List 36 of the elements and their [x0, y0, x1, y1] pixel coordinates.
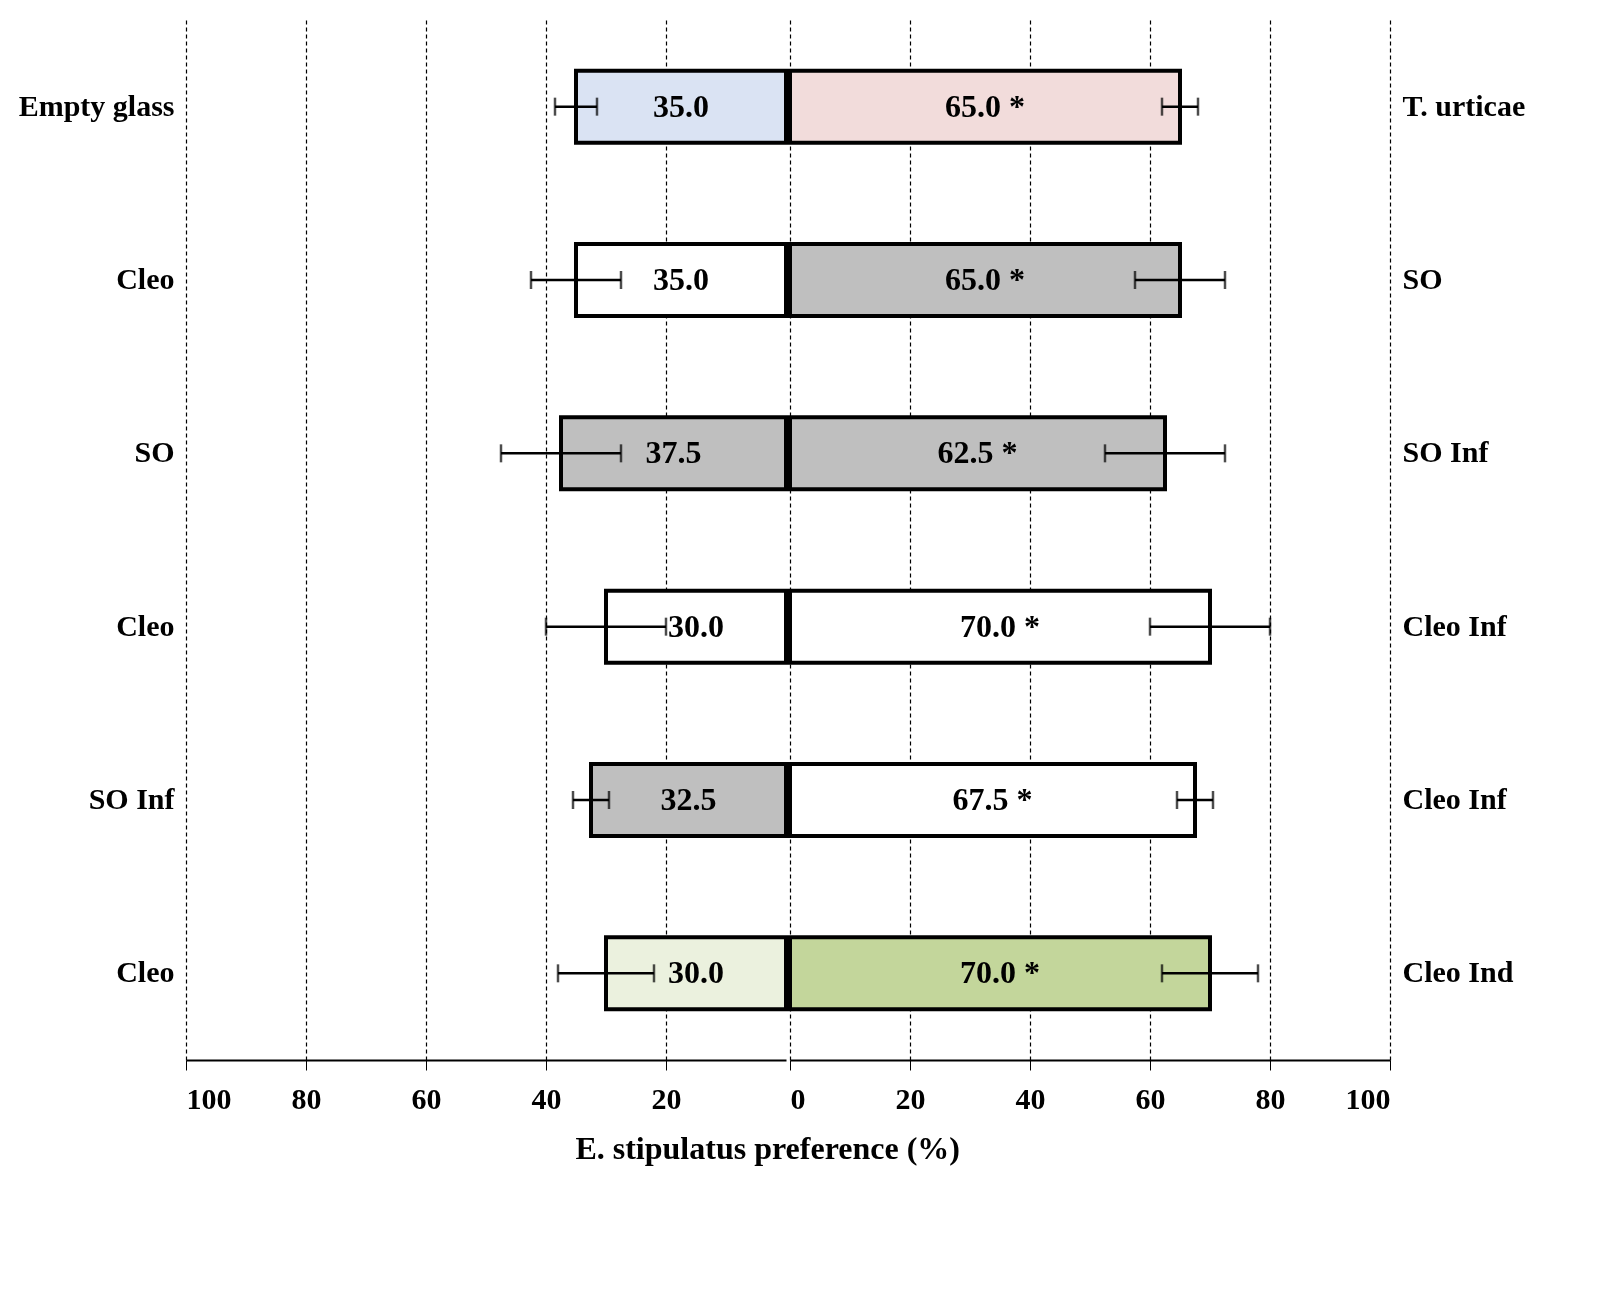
data-label: 70.0 * [960, 954, 1040, 991]
y-tick-label: SO Inf [1402, 435, 1490, 469]
y-tick-label: T. urticae [1402, 88, 1526, 122]
y-tick-label: Cleo Inf [1402, 782, 1508, 815]
x-tick-label: 60 [1135, 1081, 1166, 1115]
x-tick-label: 20 [895, 1081, 926, 1115]
data-label: 65.0 * [945, 261, 1025, 297]
y-tick-label: Cleo [116, 955, 175, 989]
x-tick-label: 0 [790, 1081, 806, 1115]
data-label: 65.0 * [945, 87, 1025, 124]
data-label: 30.0 [668, 954, 724, 991]
y-tick-label: SO Inf [88, 782, 176, 815]
y-tick-label: Cleo Ind [1402, 955, 1514, 989]
x-tick-label: 60 [411, 1081, 442, 1115]
x-tick-label: 100 [1345, 1081, 1391, 1115]
x-tick-label: 20 [651, 1081, 682, 1115]
data-label: 30.0 [668, 607, 724, 644]
x-tick-label: 40 [531, 1081, 562, 1115]
y-tick-label: Cleo [116, 608, 175, 642]
y-tick-label: Empty glass [18, 88, 175, 122]
x-tick-label: 80 [291, 1081, 322, 1115]
y-tick-label: Cleo [116, 262, 175, 295]
data-label: 67.5 * [952, 781, 1033, 817]
data-label: 32.5 [660, 781, 717, 817]
data-label: 62.5 * [937, 434, 1018, 471]
x-tick-label: 40 [1015, 1081, 1046, 1115]
data-label: 70.0 * [960, 607, 1040, 644]
x-tick-label: 80 [1255, 1081, 1286, 1115]
y-tick-label: SO [1402, 262, 1443, 295]
x-axis-title: E. stipulatus preference (%) [575, 1130, 960, 1166]
data-label: 35.0 [653, 261, 709, 297]
y-tick-label: Cleo Inf [1402, 608, 1508, 642]
y-tick-label: SO [134, 435, 175, 469]
x-tick-label: 100 [186, 1081, 232, 1115]
data-label: 35.0 [653, 87, 709, 124]
data-label: 37.5 [645, 434, 702, 471]
